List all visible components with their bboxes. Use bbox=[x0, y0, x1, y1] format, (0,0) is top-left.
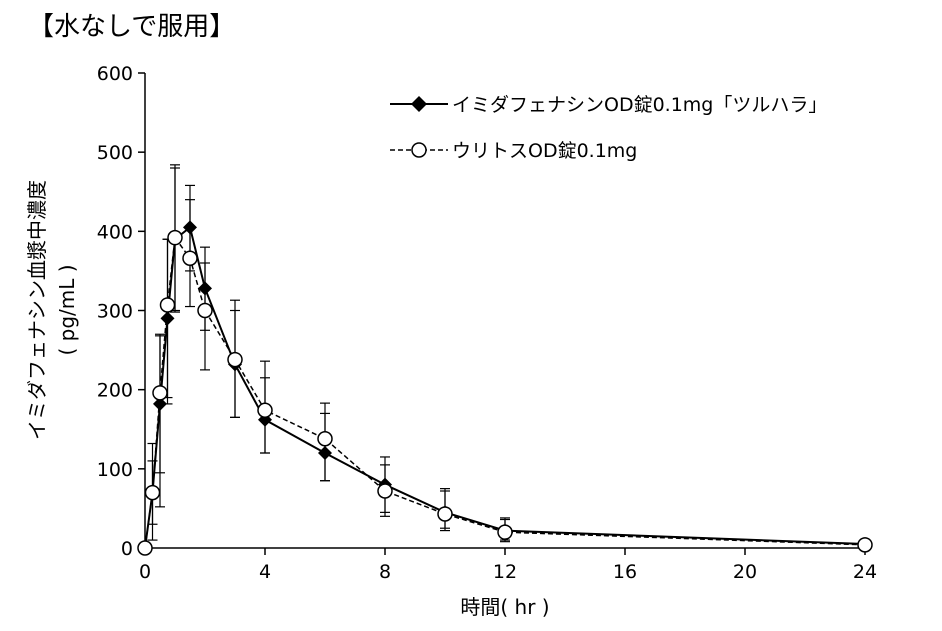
y-tick-label: 0 bbox=[121, 538, 133, 560]
series-uritos bbox=[137, 164, 873, 556]
legend-marker-tsuruhara bbox=[411, 96, 427, 112]
x-tick-label: 0 bbox=[139, 561, 151, 583]
legend-marker-uritos bbox=[411, 142, 427, 158]
y-tick-label: 100 bbox=[97, 459, 133, 481]
data-point bbox=[152, 385, 168, 401]
data-point bbox=[317, 431, 333, 447]
chart-heading: 【水なしで服用】 bbox=[28, 12, 236, 42]
data-point bbox=[182, 250, 198, 266]
data-point bbox=[437, 506, 453, 522]
x-axis-title: 時間( hr ) bbox=[460, 595, 549, 619]
legend: イミダフェナシンOD錠0.1mg「ツルハラ」 ウリトスOD錠0.1mg bbox=[390, 94, 827, 162]
y-axis-unit: ( pg/mL ) bbox=[55, 264, 79, 355]
data-point bbox=[144, 484, 161, 501]
y-tick-label: 400 bbox=[97, 221, 133, 243]
data-point bbox=[167, 229, 183, 246]
x-tick-label: 4 bbox=[259, 561, 271, 583]
data-point bbox=[377, 483, 393, 499]
data-point bbox=[257, 402, 273, 418]
x-tick-label: 12 bbox=[493, 561, 517, 583]
y-tick-label: 600 bbox=[97, 63, 133, 85]
legend-label-tsuruhara: イミダフェナシンOD錠0.1mg「ツルハラ」 bbox=[452, 94, 827, 116]
data-point bbox=[159, 297, 176, 313]
y-tick-label: 300 bbox=[97, 301, 133, 323]
legend-label-uritos: ウリトスOD錠0.1mg bbox=[452, 140, 637, 162]
tick-labels: 0 100 200 300 400 500 600 0 4 8 12 16 20 24 bbox=[97, 63, 877, 583]
y-tick-label: 200 bbox=[97, 380, 133, 402]
series-line bbox=[144, 225, 866, 549]
series-tsuruhara bbox=[138, 167, 872, 555]
x-tick-label: 8 bbox=[379, 561, 391, 583]
data-point bbox=[497, 524, 513, 540]
x-tick-label: 24 bbox=[853, 561, 877, 583]
data-point bbox=[857, 537, 873, 553]
data-point bbox=[137, 540, 153, 556]
data-point bbox=[227, 351, 243, 368]
data-point bbox=[197, 302, 213, 319]
y-axis-title: イミダフェナシン血漿中濃度 bbox=[25, 180, 49, 440]
x-tick-label: 20 bbox=[733, 561, 757, 583]
series-layer bbox=[137, 164, 873, 556]
y-tick-label: 500 bbox=[97, 142, 133, 164]
series-line bbox=[144, 235, 866, 549]
x-tick-label: 16 bbox=[613, 561, 637, 583]
